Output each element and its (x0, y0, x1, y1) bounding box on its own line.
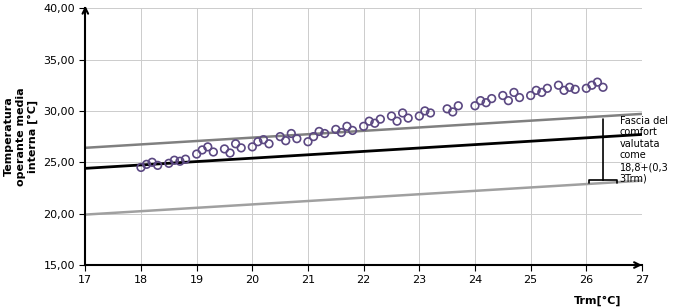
Point (319, 131, 330, 136)
Point (202, 144, 213, 149)
Point (308, 134, 319, 139)
Point (224, 151, 235, 156)
Point (481, 100, 491, 105)
Point (509, 90, 520, 95)
Point (386, 114, 397, 119)
Point (247, 144, 257, 149)
Point (414, 114, 425, 119)
Point (514, 95, 525, 100)
Point (441, 106, 452, 111)
Point (313, 129, 324, 134)
Point (147, 160, 158, 165)
Point (531, 88, 542, 93)
Point (275, 134, 286, 139)
Point (258, 137, 269, 142)
Point (419, 108, 430, 113)
Point (347, 128, 358, 133)
Point (486, 96, 497, 101)
Point (392, 119, 402, 124)
Point (364, 119, 375, 124)
Point (503, 98, 514, 103)
Point (264, 141, 274, 146)
Point (336, 130, 347, 135)
Point (253, 139, 264, 144)
Point (425, 111, 436, 116)
Point (191, 152, 202, 156)
Point (542, 86, 553, 91)
Point (403, 116, 414, 120)
Point (553, 83, 564, 88)
Point (525, 93, 536, 98)
Y-axis label: Temperatura
operante media
interna [°C]: Temperatura operante media interna [°C] (4, 87, 38, 186)
Point (564, 85, 575, 90)
Point (592, 80, 603, 85)
Point (135, 165, 146, 170)
Point (470, 103, 481, 108)
Point (342, 124, 353, 129)
Point (537, 90, 547, 95)
Point (219, 147, 230, 152)
Point (180, 157, 191, 162)
Point (475, 98, 486, 103)
Point (559, 88, 570, 93)
Point (280, 138, 291, 143)
Point (330, 127, 341, 132)
Point (598, 85, 609, 90)
Point (369, 121, 380, 126)
Point (359, 124, 369, 129)
Point (397, 111, 408, 116)
Point (286, 131, 297, 136)
Point (375, 117, 386, 122)
Point (448, 109, 458, 114)
Text: Fascia del
comfort
valutata
come
18,8+(0,3
3Trm): Fascia del comfort valutata come 18,8+(0… (619, 116, 669, 184)
Point (570, 87, 580, 92)
Point (303, 139, 313, 144)
Point (586, 83, 597, 88)
Point (497, 93, 508, 98)
Point (163, 161, 174, 166)
Point (197, 148, 208, 152)
X-axis label: Trm[°C]: Trm[°C] (574, 296, 621, 306)
Point (291, 136, 302, 141)
Point (231, 141, 241, 146)
Point (236, 145, 247, 150)
Point (141, 162, 152, 167)
Point (208, 150, 219, 155)
Point (175, 159, 185, 164)
Point (169, 158, 180, 163)
Point (581, 86, 592, 91)
Point (453, 103, 464, 108)
Point (152, 163, 163, 168)
